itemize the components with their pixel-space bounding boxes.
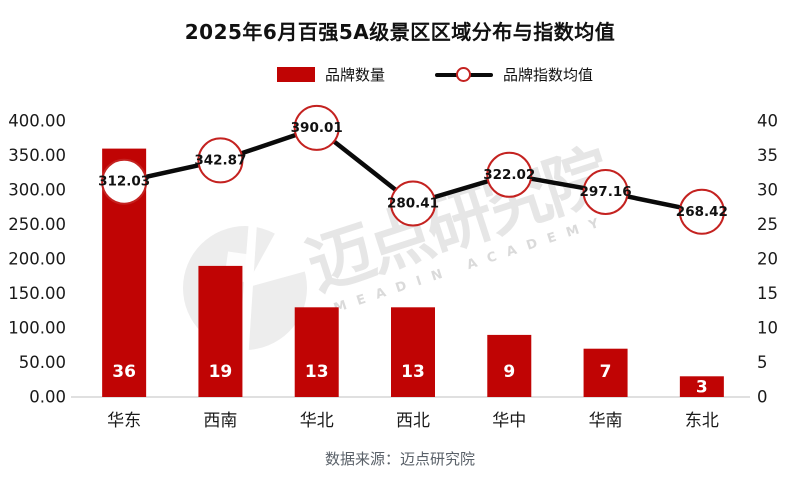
- bar: [487, 334, 532, 397]
- marker-value-label: 297.16: [580, 184, 632, 200]
- marker-value-label: 268.42: [676, 204, 728, 220]
- marker-value-label: 312.03: [98, 174, 150, 190]
- marker-value-label: 280.41: [387, 196, 439, 212]
- left-axis-tick: 250.00: [8, 215, 66, 234]
- left-axis-tick: 300.00: [8, 181, 66, 200]
- right-axis-tick: 20: [757, 250, 778, 269]
- left-axis-tick: 100.00: [8, 319, 66, 338]
- circle-marker-icon: [456, 66, 472, 82]
- legend-item-brand-index: 品牌指数均值: [435, 64, 593, 85]
- x-axis-label: 西南: [203, 411, 237, 431]
- bar-value-label: 36: [112, 362, 136, 382]
- bar: [583, 348, 628, 397]
- right-axis-tick: 15: [757, 284, 778, 303]
- bar-value-label: 13: [305, 362, 329, 382]
- line-marker: [678, 188, 725, 235]
- left-axis-tick: 400.00: [8, 112, 66, 131]
- x-axis-label: 华东: [107, 411, 141, 431]
- line-marker: [390, 180, 436, 227]
- line-marker: [197, 137, 244, 184]
- x-axis-label: 华北: [300, 411, 334, 431]
- right-axis-tick: 40: [757, 112, 778, 131]
- bar-value-label: 9: [503, 362, 515, 382]
- bar-value-label: 13: [401, 362, 425, 382]
- data-source: 数据来源：迈点研究院: [324, 450, 475, 468]
- bar: [391, 307, 435, 397]
- marker-value-label: 322.02: [483, 167, 535, 183]
- right-axis-tick: 10: [757, 319, 778, 338]
- legend: 品牌数量 品牌指数均值: [0, 64, 800, 85]
- bar-series-swatch-icon: [276, 67, 315, 82]
- bar-value-label: 7: [600, 362, 612, 382]
- chart-title: 2025年6月百强5A级景区区域分布与指数均值: [184, 20, 616, 44]
- line-marker: [582, 168, 629, 215]
- bar: [294, 307, 339, 397]
- marker-value-label: 390.01: [291, 120, 343, 136]
- legend-item-brand-count: 品牌数量: [276, 64, 385, 85]
- legend-label-brand-index: 品牌指数均值: [503, 66, 594, 84]
- x-axis-label: 西北: [396, 411, 430, 431]
- x-axis-label: 东北: [685, 411, 719, 431]
- left-axis-tick: 350.00: [8, 146, 66, 165]
- bar-value-label: 19: [209, 362, 233, 382]
- left-axis-tick: 150.00: [8, 284, 66, 303]
- left-axis-tick: 200.00: [8, 250, 66, 269]
- bar: [679, 376, 724, 397]
- x-axis-label: 华中: [492, 411, 526, 431]
- marker-value-label: 342.87: [194, 152, 246, 168]
- right-axis-tick: 35: [757, 146, 778, 165]
- right-axis-tick: 30: [757, 181, 778, 200]
- line-marker: [486, 151, 533, 198]
- bar-value-label: 3: [696, 377, 708, 397]
- line-marker: [293, 104, 340, 151]
- right-axis-tick: 25: [757, 215, 778, 234]
- line-series-marker-icon: [435, 66, 493, 84]
- right-axis-tick: 0: [757, 388, 768, 407]
- line-marker: [101, 158, 148, 205]
- right-axis-tick: 5: [757, 353, 768, 372]
- left-axis-tick: 50.00: [19, 353, 66, 372]
- x-axis-label: 华南: [589, 411, 623, 431]
- left-axis-tick: 0.00: [29, 388, 66, 407]
- legend-label-brand-count: 品牌数量: [324, 66, 385, 84]
